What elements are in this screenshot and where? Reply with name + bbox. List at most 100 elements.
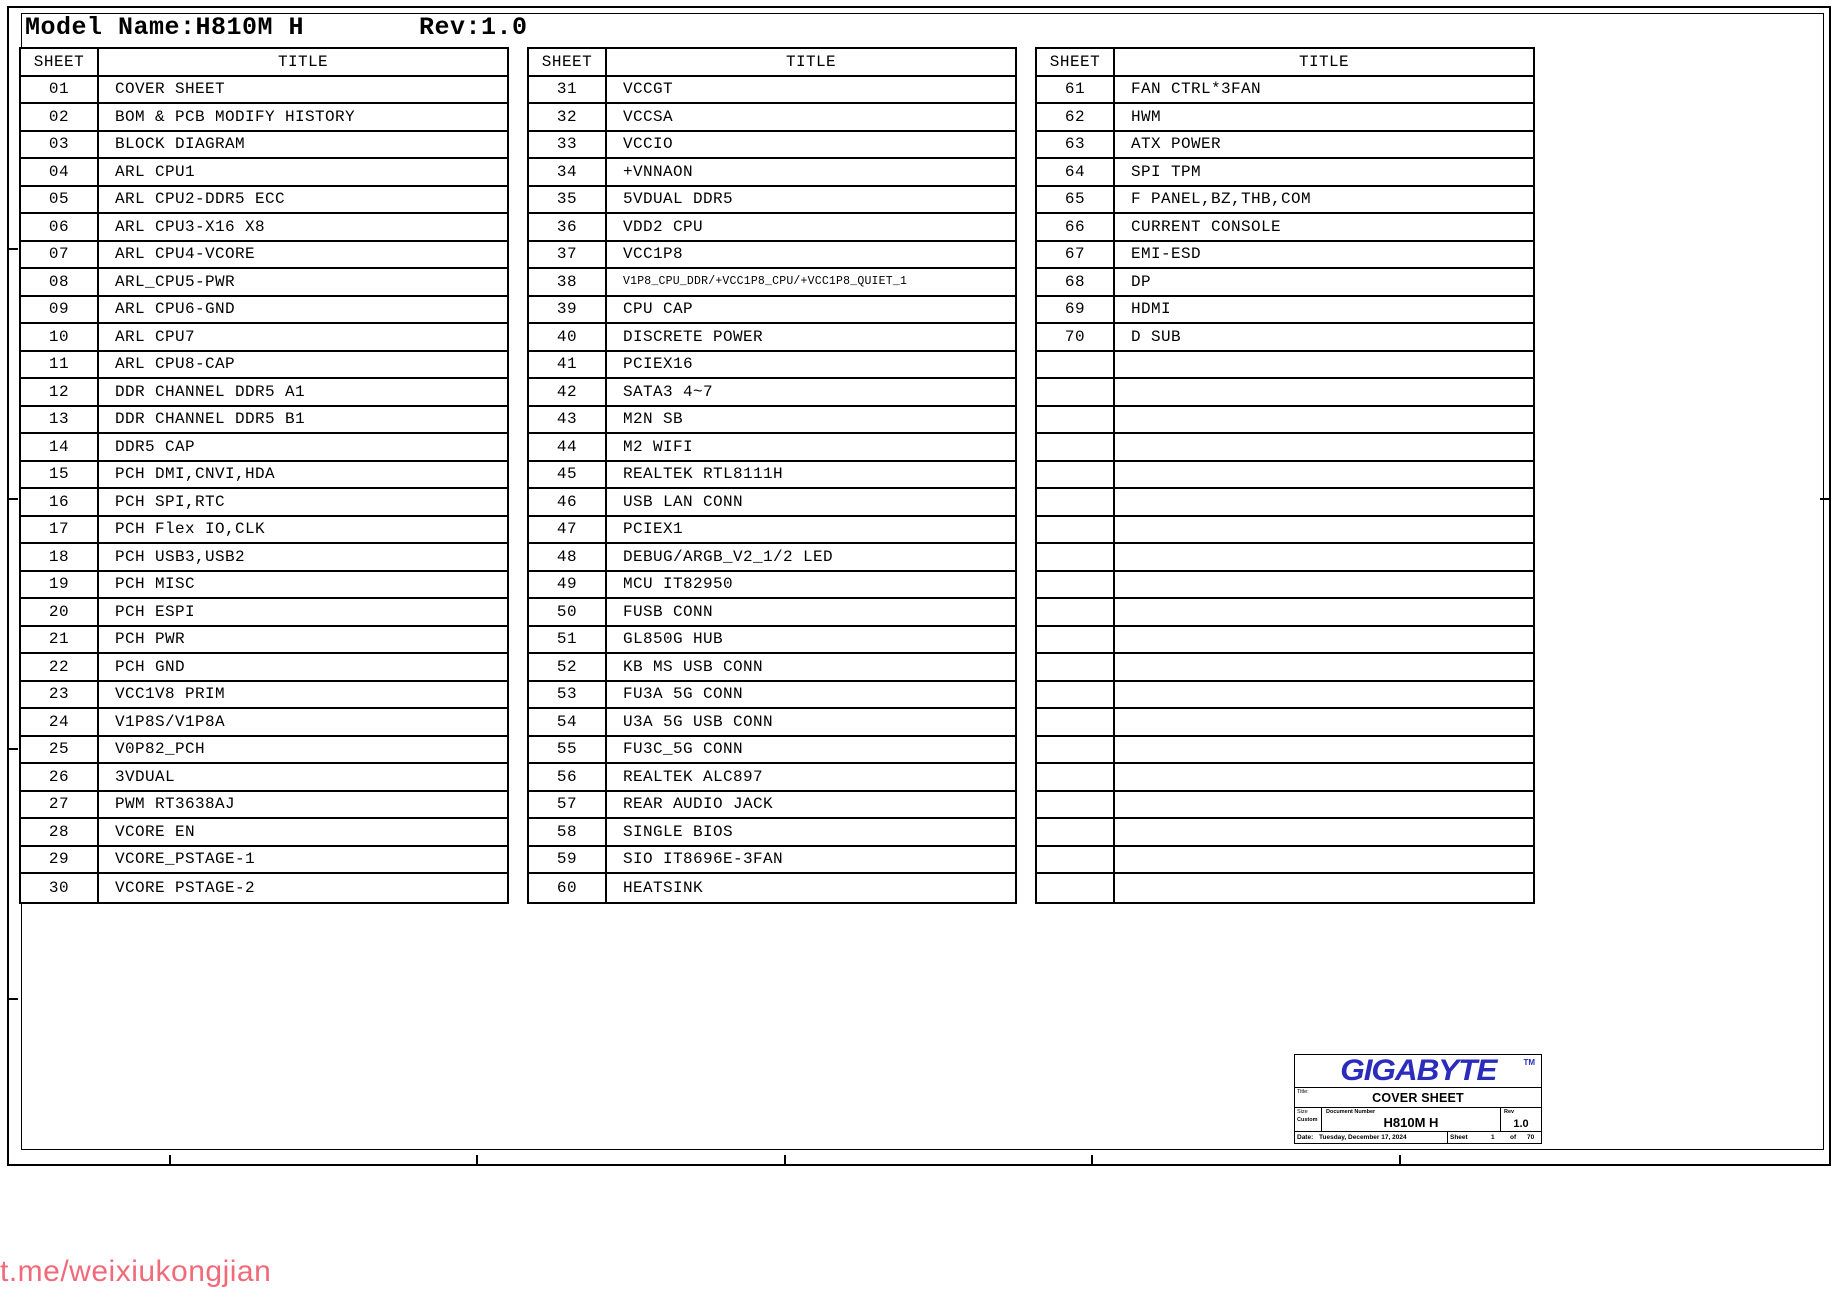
table-row[interactable]: 08 ARL_CPU5-PWR [21,269,507,297]
table-row[interactable] [1037,351,1533,379]
table-row[interactable]: 21 PCH PWR [21,626,507,654]
table-row[interactable]: 59 SIO IT8696E-3FAN [529,846,1015,874]
table-row[interactable] [1037,709,1533,737]
table-row[interactable]: 28 VCORE EN [21,819,507,847]
table-row[interactable]: 43 M2N SB [529,406,1015,434]
table-row[interactable]: 04 ARL CPU1 [21,159,507,187]
table-row[interactable] [1037,791,1533,819]
table-row[interactable] [1037,379,1533,407]
table-row[interactable] [1037,599,1533,627]
table-row[interactable]: 35 5VDUAL DDR5 [529,186,1015,214]
table-row[interactable]: 12 DDR CHANNEL DDR5 A1 [21,379,507,407]
table-row[interactable]: 47 PCIEX1 [529,516,1015,544]
table-row[interactable]: 65 F PANEL,BZ,THB,COM [1037,186,1533,214]
table-row[interactable]: 25 V0P82_PCH [21,736,507,764]
table-row[interactable]: 53 FU3A 5G CONN [529,681,1015,709]
document-footer-band: Date: Tuesday, December 17, 2024 Sheet 1… [1295,1132,1541,1143]
sheet-field-label: Sheet [1450,1134,1468,1142]
table-row[interactable] [1037,681,1533,709]
table-row[interactable]: 14 DDR5 CAP [21,434,507,462]
table-row[interactable]: 37 VCC1P8 [529,241,1015,269]
table-row[interactable]: 30 VCORE PSTAGE-2 [21,874,507,902]
table-row[interactable]: 62 HWM [1037,104,1533,132]
table-row[interactable]: 31 VCCGT [529,76,1015,104]
table-row[interactable] [1037,516,1533,544]
table-row[interactable]: 02 BOM & PCB MODIFY HISTORY [21,104,507,132]
table-row[interactable]: 70 D SUB [1037,324,1533,352]
table-row[interactable]: 05 ARL CPU2-DDR5 ECC [21,186,507,214]
table-row[interactable]: 45 REALTEK RTL8111H [529,461,1015,489]
table-row[interactable]: 67 EMI-ESD [1037,241,1533,269]
sheet-title-cell: V1P8_CPU_DDR/+VCC1P8_CPU/+VCC1P8_QUIET_1 [623,275,908,289]
table-row[interactable]: 50 FUSB CONN [529,599,1015,627]
table-row[interactable]: 11 ARL CPU8-CAP [21,351,507,379]
table-row[interactable]: 58 SINGLE BIOS [529,819,1015,847]
table-row[interactable]: 42 SATA3 4~7 [529,379,1015,407]
sheet-title-cell: VCCSA [623,107,674,126]
table-row[interactable]: 60 HEATSINK [529,874,1015,902]
sheet-total-value: 70 [1527,1134,1535,1142]
table-row[interactable]: 36 VDD2 CPU [529,214,1015,242]
table-row[interactable] [1037,764,1533,792]
table-row[interactable] [1037,736,1533,764]
table-row[interactable]: 32 VCCSA [529,104,1015,132]
sheet-title-cell: VDD2 CPU [623,217,704,236]
table-row[interactable]: 16 PCH SPI,RTC [21,489,507,517]
table-row[interactable]: 01 COVER SHEET [21,76,507,104]
table-row[interactable]: 49 MCU IT82950 [529,571,1015,599]
table-row[interactable]: 48 DEBUG/ARGB_V2_1/2 LED [529,544,1015,572]
table-row[interactable]: 40 DISCRETE POWER [529,324,1015,352]
sheet-title-cell: V0P82_PCH [115,740,206,759]
table-row[interactable] [1037,654,1533,682]
table-row[interactable]: 23 VCC1V8 PRIM [21,681,507,709]
table-row[interactable]: 52 KB MS USB CONN [529,654,1015,682]
table-row[interactable]: 57 REAR AUDIO JACK [529,791,1015,819]
table-row[interactable]: 10 ARL CPU7 [21,324,507,352]
table-row[interactable]: 46 USB LAN CONN [529,489,1015,517]
sheet-number-cell: 36 [529,214,607,240]
table-row[interactable]: 51 GL850G HUB [529,626,1015,654]
table-row[interactable]: 34 +VNNAON [529,159,1015,187]
table-row[interactable] [1037,406,1533,434]
table-row[interactable]: 55 FU3C_5G CONN [529,736,1015,764]
table-row[interactable]: 56 REALTEK ALC897 [529,764,1015,792]
table-row[interactable]: 15 PCH DMI,CNVI,HDA [21,461,507,489]
document-number-cell: Document Number H810M H [1322,1108,1501,1132]
table-row[interactable]: 03 BLOCK DIAGRAM [21,131,507,159]
table-row[interactable]: 39 CPU CAP [529,296,1015,324]
table-row[interactable]: 66 CURRENT CONSOLE [1037,214,1533,242]
table-row[interactable]: 68 DP [1037,269,1533,297]
table-row[interactable]: 06 ARL CPU3-X16 X8 [21,214,507,242]
table-row[interactable]: 07 ARL CPU4-VCORE [21,241,507,269]
table-row[interactable]: 44 M2 WIFI [529,434,1015,462]
table-row[interactable]: 63 ATX POWER [1037,131,1533,159]
table-row[interactable]: 69 HDMI [1037,296,1533,324]
table-row[interactable]: 24 V1P8S/V1P8A [21,709,507,737]
table-row[interactable]: 17 PCH Flex IO,CLK [21,516,507,544]
table-row[interactable]: 54 U3A 5G USB CONN [529,709,1015,737]
table-row[interactable]: 29 VCORE_PSTAGE-1 [21,846,507,874]
table-row[interactable] [1037,626,1533,654]
table-row[interactable]: 18 PCH USB3,USB2 [21,544,507,572]
table-row[interactable] [1037,571,1533,599]
table-row[interactable]: 38 V1P8_CPU_DDR/+VCC1P8_CPU/+VCC1P8_QUIET… [529,269,1015,297]
table-row[interactable]: 61 FAN CTRL*3FAN [1037,76,1533,104]
table-row[interactable]: 27 PWM RT3638AJ [21,791,507,819]
table-row[interactable]: 22 PCH GND [21,654,507,682]
table-row[interactable]: 13 DDR CHANNEL DDR5 B1 [21,406,507,434]
table-row[interactable] [1037,489,1533,517]
table-row[interactable] [1037,874,1533,902]
table-row[interactable] [1037,544,1533,572]
table-row[interactable]: 33 VCCIO [529,131,1015,159]
table-row[interactable]: 64 SPI TPM [1037,159,1533,187]
table-row[interactable]: 09 ARL CPU6-GND [21,296,507,324]
table-row[interactable]: 20 PCH ESPI [21,599,507,627]
table-row[interactable] [1037,461,1533,489]
table-row[interactable] [1037,846,1533,874]
table-row[interactable]: 26 3VDUAL [21,764,507,792]
table-row[interactable] [1037,434,1533,462]
table-row[interactable] [1037,819,1533,847]
table-row[interactable]: 19 PCH MISC [21,571,507,599]
sheet-title-cell: V1P8S/V1P8A [115,712,226,731]
table-row[interactable]: 41 PCIEX16 [529,351,1015,379]
